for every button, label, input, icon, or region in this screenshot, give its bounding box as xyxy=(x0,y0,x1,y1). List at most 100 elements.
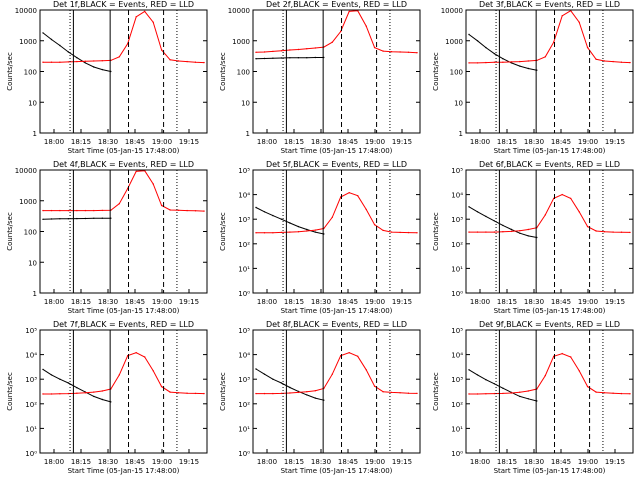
series-black-point xyxy=(468,33,470,36)
detector-panel-4: Det 4f,BLACK = Events, RED = LLD Counts/s… xyxy=(6,160,208,315)
detector-panel-5: Det 5f,BLACK = Events, RED = LLD Counts/s… xyxy=(219,160,421,315)
series-red-point xyxy=(365,369,367,371)
y-axis-label: Counts/sec xyxy=(219,212,227,251)
series-red-point xyxy=(289,49,291,51)
x-axis-label: Start Time (05-Jan-15 17:48:00) xyxy=(281,147,393,155)
series-black-point xyxy=(289,57,291,59)
series-black-point xyxy=(519,65,521,67)
y-tick-label: 1000 xyxy=(232,38,250,46)
x-axis-label: Start Time (05-Jan-15 17:48:00) xyxy=(494,147,606,155)
x-axis-label: Start Time (05-Jan-15 17:48:00) xyxy=(68,307,180,315)
series-black-point xyxy=(527,67,529,70)
x-tick-label: 19:15 xyxy=(392,458,412,466)
panel-title: Det 4f,BLACK = Events, RED = LLD xyxy=(53,160,194,169)
series-red-point xyxy=(59,209,61,212)
series-red-point xyxy=(42,209,44,212)
y-tick-label: 10⁴ xyxy=(451,352,463,360)
panel-title: Det 9f,BLACK = Events, RED = LLD xyxy=(479,320,620,329)
y-tick-label: 10⁰ xyxy=(238,290,250,298)
series-black-point xyxy=(76,387,78,389)
x-tick-label: 19:15 xyxy=(605,138,625,146)
series-red-point xyxy=(382,391,384,393)
x-tick-label: 18:00 xyxy=(257,458,277,466)
series-black-line xyxy=(42,32,111,72)
series-red-point xyxy=(306,230,308,232)
series-black-point xyxy=(84,217,87,220)
series-red-point xyxy=(67,392,70,395)
series-red-point xyxy=(629,61,631,64)
series-black-point xyxy=(263,211,266,213)
series-red-point xyxy=(297,231,300,233)
series-red-point xyxy=(50,61,53,63)
series-red-point xyxy=(373,224,376,226)
x-axis-label: Start Time (05-Jan-15 17:48:00) xyxy=(494,467,606,475)
y-tick-label: 10⁰ xyxy=(25,450,37,458)
series-red-point xyxy=(629,231,631,234)
series-black-point xyxy=(42,368,44,371)
series-red-point xyxy=(263,392,266,395)
series-red-point xyxy=(186,392,188,394)
series-red-point xyxy=(297,391,300,394)
series-black-point xyxy=(468,206,470,208)
series-red-point xyxy=(186,209,188,212)
detector-panel-1: Det 1f,BLACK = Events, RED = LLD Counts/s… xyxy=(6,0,208,155)
y-tick-label: 10⁵ xyxy=(451,167,463,175)
series-red-point xyxy=(160,204,163,207)
series-black-point xyxy=(272,57,274,59)
series-black-point xyxy=(59,378,61,380)
series-black-point xyxy=(101,398,104,401)
series-black-point xyxy=(255,58,257,60)
series-red-point xyxy=(390,51,393,53)
series-red-point xyxy=(42,393,44,395)
x-tick-label: 19:00 xyxy=(365,138,385,146)
x-tick-label: 18:30 xyxy=(524,298,544,306)
y-tick-label: 100 xyxy=(237,69,250,77)
series-red-point xyxy=(399,392,401,394)
series-red-point xyxy=(365,208,367,211)
series-red-point xyxy=(331,41,333,43)
series-red-point xyxy=(399,51,401,53)
detector-panel-8: Det 8f,BLACK = Events, RED = LLD Counts/s… xyxy=(219,320,421,475)
y-tick-label: 10⁰ xyxy=(451,290,463,298)
series-red-point xyxy=(152,21,154,23)
series-red-point xyxy=(135,352,137,354)
series-red-point xyxy=(510,392,513,394)
series-black-point xyxy=(476,211,479,213)
series-black-point xyxy=(93,66,95,68)
x-tick-label: 18:30 xyxy=(98,138,118,146)
series-red-point xyxy=(373,385,376,387)
series-red-line xyxy=(256,352,418,395)
series-red-point xyxy=(169,209,171,211)
series-red-point xyxy=(194,61,197,63)
series-red-point xyxy=(93,391,95,393)
series-red-point xyxy=(586,46,589,49)
series-red-point xyxy=(297,48,300,51)
x-tick-label: 18:00 xyxy=(44,298,64,306)
y-tick-label: 10² xyxy=(238,241,250,249)
series-red-point xyxy=(272,392,274,395)
series-red-point xyxy=(527,390,529,392)
x-tick-label: 19:15 xyxy=(605,298,625,306)
x-tick-label: 19:15 xyxy=(179,138,199,146)
series-red-point xyxy=(118,56,121,58)
plot-frame xyxy=(39,329,208,454)
x-tick-label: 18:15 xyxy=(497,298,517,306)
panel-title: Det 2f,BLACK = Events, RED = LLD xyxy=(266,0,407,9)
series-black-point xyxy=(255,368,257,370)
series-black-point xyxy=(485,215,487,218)
series-red-point xyxy=(603,60,606,62)
series-red-point xyxy=(289,231,291,233)
x-tick-label: 18:45 xyxy=(125,298,145,306)
series-red-point xyxy=(177,209,180,211)
series-red-point xyxy=(365,25,367,27)
series-red-point xyxy=(203,392,205,395)
series-red-point xyxy=(314,390,316,392)
y-tick-label: 10⁴ xyxy=(238,192,250,200)
series-red-point xyxy=(177,392,180,394)
y-tick-label: 10⁴ xyxy=(451,192,463,200)
series-red-point xyxy=(306,391,308,393)
series-red-point xyxy=(203,210,205,212)
x-tick-label: 18:45 xyxy=(338,298,358,306)
series-red-point xyxy=(194,210,197,212)
